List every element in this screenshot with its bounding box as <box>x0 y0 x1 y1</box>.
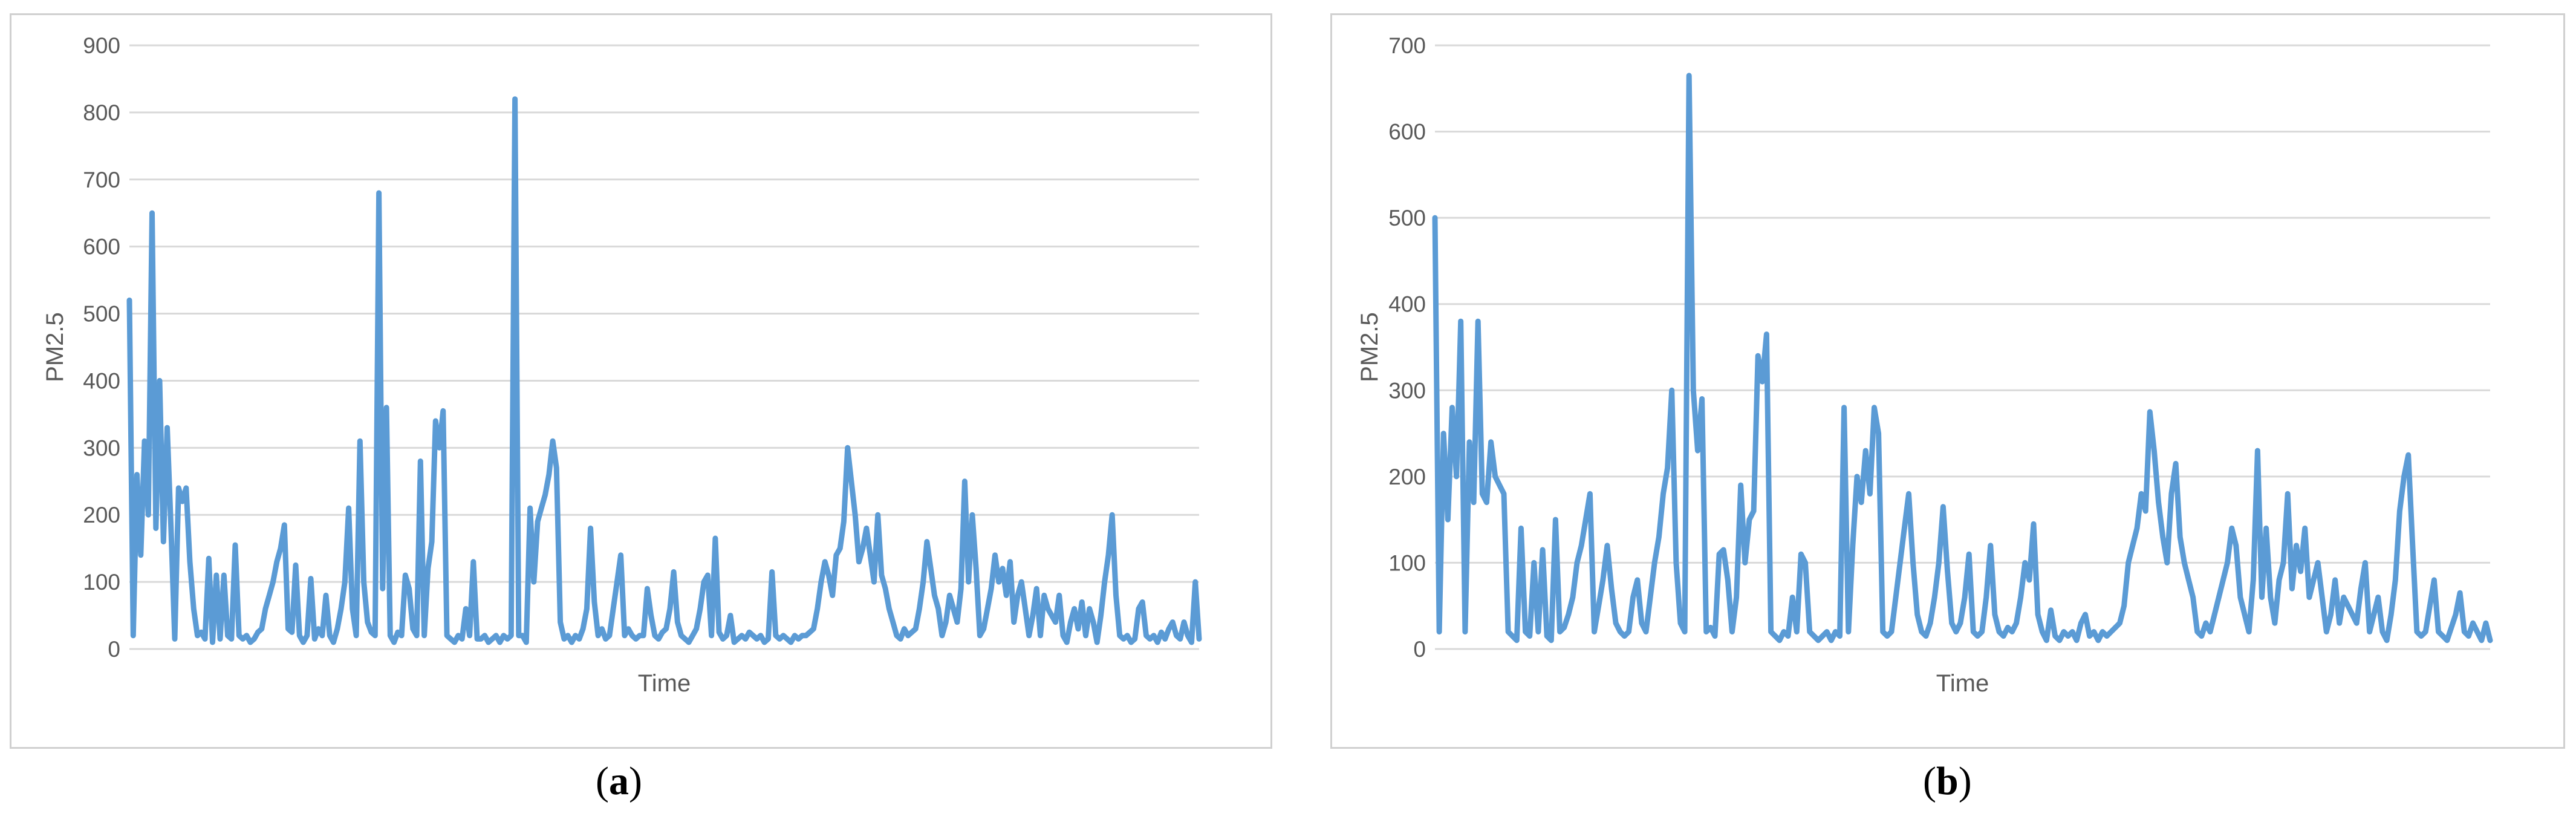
y-tick-label: 400 <box>1388 292 1426 317</box>
y-tick-label: 400 <box>83 368 120 393</box>
y-tick-label: 0 <box>1413 637 1426 662</box>
y-tick-label: 700 <box>83 168 120 192</box>
y-tick-label: 200 <box>1388 465 1426 489</box>
caption-a: (a) <box>596 759 642 803</box>
y-tick-label: 900 <box>83 33 120 58</box>
y-tick-label: 700 <box>1388 33 1426 58</box>
y-axis-title: PM2.5 <box>1356 312 1383 382</box>
y-tick-label: 600 <box>1388 120 1426 145</box>
y-tick-label: 500 <box>1388 206 1426 230</box>
y-tick-label: 100 <box>83 570 120 595</box>
y-tick-label: 800 <box>83 100 120 125</box>
caption-a-letter: a <box>608 759 629 803</box>
y-tick-label: 0 <box>108 637 120 662</box>
y-tick-label: 100 <box>1388 550 1426 575</box>
y-axis-title: PM2.5 <box>42 312 68 382</box>
y-tick-label: 500 <box>83 302 120 327</box>
y-tick-label: 300 <box>83 435 120 460</box>
chart-panel-a: 0 100 200 300 400 500 600 700 800 900 Time PM2.5 <box>10 13 1272 749</box>
pm25-series-line <box>1432 73 2493 644</box>
x-axis-title: Time <box>638 670 691 697</box>
y-tick-label: 200 <box>83 503 120 527</box>
chart-panel-b: 0 100 200 300 400 500 600 700 Time PM2.5 <box>1330 13 2565 749</box>
caption-b-letter: b <box>1936 759 1959 803</box>
chart-a-svg: 0 100 200 300 400 500 600 700 800 900 Time PM2.5 <box>42 33 1202 697</box>
y-tick-label: 600 <box>83 235 120 259</box>
x-axis-title: Time <box>1936 670 1989 697</box>
chart-b-svg: 0 100 200 300 400 500 600 700 Time PM2.5 <box>1356 33 2493 697</box>
pm25-series-line <box>126 96 1202 645</box>
y-tick-label: 300 <box>1388 378 1426 403</box>
caption-b: (b) <box>1923 759 1972 803</box>
